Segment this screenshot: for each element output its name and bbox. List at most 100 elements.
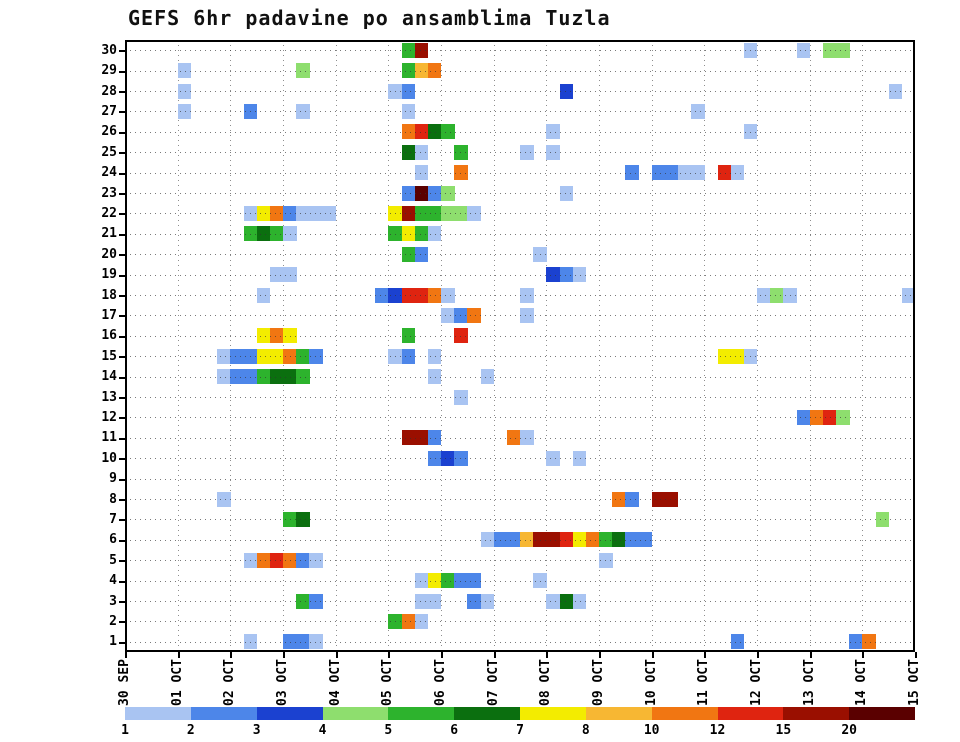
colorbar-label: 4 (318, 723, 327, 738)
gridline-horizontal (125, 519, 915, 521)
colorbar-segment (783, 707, 850, 720)
gridline-vertical (441, 40, 442, 652)
y-axis-label: 27 (101, 103, 117, 119)
y-axis-tick (119, 417, 125, 420)
y-axis-tick (119, 397, 125, 399)
colorbar-segment (585, 707, 653, 720)
y-axis-label: 4 (109, 573, 117, 589)
colorbar-label: 8 (581, 723, 590, 738)
colorbar-segment (454, 707, 521, 720)
y-axis-label: 1 (109, 634, 117, 650)
gridline-horizontal (125, 91, 915, 92)
y-axis-tick (119, 213, 125, 216)
colorbar-label: 6 (450, 723, 459, 738)
gridline-horizontal (125, 601, 915, 602)
y-axis-tick (119, 111, 125, 114)
y-axis-tick (119, 233, 125, 236)
x-axis-tick (651, 652, 654, 658)
y-axis-label: 26 (101, 124, 117, 140)
y-axis-tick (119, 335, 125, 338)
y-axis-label: 6 (109, 532, 117, 548)
y-axis-label: 17 (101, 307, 117, 323)
y-axis-tick (119, 50, 125, 53)
gridline-vertical (388, 40, 390, 652)
colorbar-segment (388, 707, 455, 720)
colorbar-label: 20 (841, 723, 857, 738)
x-axis-tick (335, 652, 338, 658)
gridline-vertical (599, 40, 600, 652)
colorbar-segment (256, 707, 323, 720)
x-axis-tick (125, 652, 127, 658)
y-axis-tick (119, 478, 125, 481)
y-axis-label: 24 (101, 165, 117, 181)
gridline-horizontal (125, 295, 915, 296)
y-axis-label: 12 (101, 409, 117, 425)
x-axis-tick (493, 652, 496, 658)
y-axis-tick (119, 458, 125, 461)
y-axis-tick (119, 315, 125, 318)
y-axis-tick (119, 499, 125, 501)
chart-title: GEFS 6hr padavine po ansamblima Tuzla (128, 6, 611, 30)
colorbar-segment (520, 707, 587, 720)
gridline-horizontal (125, 274, 915, 276)
gridline-horizontal (125, 499, 915, 500)
x-axis-label: 09 OCT (591, 659, 606, 706)
colorbar-label: 5 (384, 723, 393, 738)
gridline-horizontal (125, 376, 915, 378)
y-axis-label: 23 (101, 185, 117, 201)
y-axis-label: 11 (101, 430, 117, 446)
x-axis-label: 11 OCT (696, 659, 712, 706)
x-axis-tick (757, 652, 759, 658)
x-axis-label: 30 SEP (117, 659, 132, 706)
y-axis-label: 19 (101, 267, 117, 283)
gridline-horizontal (125, 580, 915, 582)
gridline-vertical (757, 40, 758, 652)
y-axis-label: 28 (101, 83, 117, 99)
y-axis-label: 8 (109, 491, 117, 507)
gridline-horizontal (125, 315, 915, 317)
gridline-horizontal (125, 417, 915, 419)
y-axis-label: 16 (101, 328, 117, 344)
gridline-vertical (546, 40, 548, 652)
x-axis-tick (441, 652, 443, 658)
x-axis-label: 15 OCT (907, 659, 922, 706)
y-axis-label: 3 (109, 593, 117, 609)
colorbar-label: 7 (516, 723, 524, 738)
x-axis-tick (915, 652, 917, 658)
x-axis-label: 10 OCT (643, 659, 659, 706)
gridline-horizontal (125, 111, 915, 113)
gridline-horizontal (125, 233, 915, 235)
gridline-horizontal (125, 193, 915, 194)
y-axis-label: 10 (101, 450, 117, 466)
x-axis-label: 05 OCT (380, 659, 396, 706)
gridline-horizontal (125, 560, 915, 562)
gridline-vertical (862, 40, 864, 652)
x-axis-label: 02 OCT (222, 659, 238, 706)
colorbar-segment (651, 707, 718, 720)
y-axis-label: 15 (101, 348, 117, 364)
y-axis-label: 30 (101, 42, 117, 58)
y-axis-label: 5 (109, 552, 117, 568)
gridline-vertical (283, 40, 284, 652)
x-axis-label: 14 OCT (854, 659, 870, 706)
colorbar-label: 10 (643, 723, 660, 738)
x-axis-label: 12 OCT (749, 659, 764, 706)
y-axis-label: 21 (101, 226, 117, 242)
x-axis-label: 03 OCT (275, 659, 290, 706)
y-axis-tick (119, 621, 125, 624)
x-axis-tick (283, 652, 285, 658)
y-axis-tick (119, 193, 125, 195)
x-axis-tick (388, 652, 391, 658)
colorbar-label: 1 (121, 723, 129, 738)
y-axis-tick (119, 601, 125, 603)
x-axis-tick (862, 652, 865, 658)
colorbar-label: 2 (186, 723, 195, 738)
gridline-horizontal (125, 254, 915, 256)
colorbar-label: 12 (709, 723, 726, 738)
y-axis-label: 7 (109, 511, 117, 527)
colorbar-segment (717, 707, 784, 720)
y-axis-label: 9 (109, 471, 117, 487)
gridline-vertical (809, 40, 811, 652)
gridline-vertical (704, 40, 706, 652)
